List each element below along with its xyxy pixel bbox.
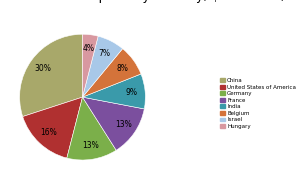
Text: 7%: 7%	[99, 49, 111, 58]
Wedge shape	[82, 36, 123, 97]
Text: 8%: 8%	[116, 64, 128, 73]
Text: 30%: 30%	[34, 64, 51, 73]
Text: 4%: 4%	[82, 44, 94, 53]
Wedge shape	[82, 34, 98, 97]
Wedge shape	[23, 97, 82, 158]
Wedge shape	[82, 74, 146, 109]
Text: 13%: 13%	[82, 141, 99, 150]
Wedge shape	[82, 49, 141, 97]
Legend: China, United States of America, Germany, France, India, Belgium, Israel, Hungar: China, United States of America, Germany…	[219, 77, 297, 130]
Wedge shape	[20, 34, 82, 117]
Text: 9%: 9%	[125, 88, 137, 97]
Text: 16%: 16%	[40, 128, 57, 137]
Wedge shape	[67, 97, 116, 160]
Wedge shape	[82, 97, 144, 150]
Text: 13%: 13%	[115, 120, 131, 129]
Title: Herbicides Exports by Country, $Thousand,  2018: Herbicides Exports by Country, $Thousand…	[13, 0, 300, 3]
